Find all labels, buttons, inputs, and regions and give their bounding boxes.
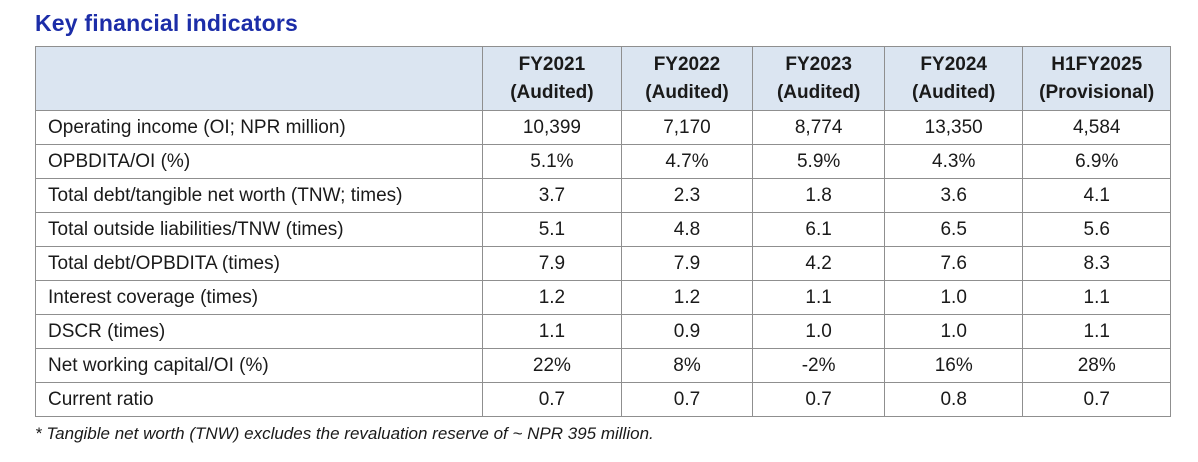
row-label: Current ratio <box>34 382 484 418</box>
row-label: Operating income (OI; NPR million) <box>34 110 484 146</box>
table-footnote: * Tangible net worth (TNW) excludes the … <box>35 424 654 444</box>
cell-value: 5.9% <box>752 144 885 180</box>
table-row-total-debt-opbdita: Total debt/OPBDITA (times) 7.9 7.9 4.2 7… <box>34 246 1171 282</box>
page-title: Key financial indicators <box>35 10 298 36</box>
row-label: Net working capital/OI (%) <box>34 348 484 384</box>
table-row-interest-coverage: Interest coverage (times) 1.2 1.2 1.1 1.… <box>34 280 1171 316</box>
cell-value: 4.3% <box>883 144 1024 180</box>
cell-value: 1.1 <box>752 280 885 316</box>
table-row-dscr: DSCR (times) 1.1 0.9 1.0 1.0 1.1 <box>34 314 1171 350</box>
header-fy2024-status: (Audited) <box>912 81 996 103</box>
cell-value: 2.3 <box>620 178 754 214</box>
row-label: DSCR (times) <box>34 314 484 350</box>
header-row: FY2021 (Audited) FY2022 (Audited) FY2023… <box>34 45 1171 112</box>
cell-value: 4.2 <box>752 246 885 282</box>
cell-value: 0.7 <box>482 382 622 418</box>
header-fy2021: FY2021 (Audited) <box>482 45 622 112</box>
header-fy2022-status: (Audited) <box>645 81 729 103</box>
cell-value: 1.1 <box>1022 280 1171 316</box>
cell-value: 0.7 <box>752 382 885 418</box>
cell-value: 0.7 <box>1022 382 1171 418</box>
cell-value: 6.9% <box>1022 144 1171 180</box>
cell-value: 1.0 <box>883 314 1024 350</box>
header-fy2022-year: FY2022 <box>653 54 721 75</box>
table-row-current-ratio: Current ratio 0.7 0.7 0.7 0.8 0.7 <box>34 382 1171 418</box>
cell-value: -2% <box>752 348 885 384</box>
table-body: Operating income (OI; NPR million) 10,39… <box>34 110 1171 418</box>
cell-value: 4.1 <box>1022 178 1171 214</box>
cell-value: 4.8 <box>620 212 754 248</box>
row-label: OPBDITA/OI (%) <box>34 144 484 180</box>
cell-value: 7,170 <box>620 110 754 146</box>
cell-value: 28% <box>1022 348 1171 384</box>
cell-value: 5.1% <box>482 144 622 180</box>
cell-value: 0.9 <box>620 314 754 350</box>
cell-value: 8% <box>620 348 754 384</box>
table-row-net-working-capital: Net working capital/OI (%) 22% 8% -2% 16… <box>34 348 1171 384</box>
header-fy2024: FY2024 (Audited) <box>883 45 1024 112</box>
cell-value: 1.0 <box>752 314 885 350</box>
cell-value: 13,350 <box>883 110 1024 146</box>
header-fy2021-year: FY2021 <box>518 54 586 75</box>
table-header: FY2021 (Audited) FY2022 (Audited) FY2023… <box>34 45 1171 112</box>
row-label: Interest coverage (times) <box>34 280 484 316</box>
cell-value: 1.2 <box>482 280 622 316</box>
cell-value: 3.7 <box>482 178 622 214</box>
header-fy2021-status: (Audited) <box>510 81 594 103</box>
row-label: Total outside liabilities/TNW (times) <box>34 212 484 248</box>
cell-value: 6.1 <box>752 212 885 248</box>
cell-value: 4,584 <box>1022 110 1171 146</box>
cell-value: 7.6 <box>883 246 1024 282</box>
header-fy2023: FY2023 (Audited) <box>752 45 885 112</box>
key-financial-indicators-table: FY2021 (Audited) FY2022 (Audited) FY2023… <box>34 45 1171 418</box>
cell-value: 1.2 <box>620 280 754 316</box>
cell-value: 6.5 <box>883 212 1024 248</box>
cell-value: 3.6 <box>883 178 1024 214</box>
cell-value: 1.0 <box>883 280 1024 316</box>
table-row-total-debt-tnw: Total debt/tangible net worth (TNW; time… <box>34 178 1171 214</box>
header-h1fy2025: H1FY2025 (Provisional) <box>1022 45 1171 112</box>
cell-value: 0.8 <box>883 382 1024 418</box>
cell-value: 5.1 <box>482 212 622 248</box>
row-label: Total debt/OPBDITA (times) <box>34 246 484 282</box>
header-fy2022: FY2022 (Audited) <box>620 45 754 112</box>
header-h1fy2025-status: (Provisional) <box>1039 81 1155 103</box>
cell-value: 7.9 <box>620 246 754 282</box>
row-label: Total debt/tangible net worth (TNW; time… <box>34 178 484 214</box>
table-row-opbdita-oi: OPBDITA/OI (%) 5.1% 4.7% 5.9% 4.3% 6.9% <box>34 144 1171 180</box>
header-h1fy2025-year: H1FY2025 <box>1051 54 1143 75</box>
cell-value: 1.1 <box>482 314 622 350</box>
cell-value: 10,399 <box>482 110 622 146</box>
header-fy2023-year: FY2023 <box>785 54 852 75</box>
cell-value: 0.7 <box>620 382 754 418</box>
cell-value: 16% <box>883 348 1024 384</box>
header-fy2023-status: (Audited) <box>776 81 861 103</box>
header-corner-cell <box>34 45 484 112</box>
cell-value: 7.9 <box>482 246 622 282</box>
cell-value: 8.3 <box>1022 246 1171 282</box>
table-row-operating-income: Operating income (OI; NPR million) 10,39… <box>34 110 1171 146</box>
cell-value: 1.8 <box>752 178 885 214</box>
page: Key financial indicators FY2021 (Audited… <box>34 10 1171 444</box>
cell-value: 4.7% <box>620 144 754 180</box>
table-row-tol-tnw: Total outside liabilities/TNW (times) 5.… <box>34 212 1171 248</box>
cell-value: 22% <box>482 348 622 384</box>
cell-value: 5.6 <box>1022 212 1171 248</box>
header-fy2024-year: FY2024 <box>920 54 987 75</box>
cell-value: 1.1 <box>1022 314 1171 350</box>
cell-value: 8,774 <box>752 110 885 146</box>
